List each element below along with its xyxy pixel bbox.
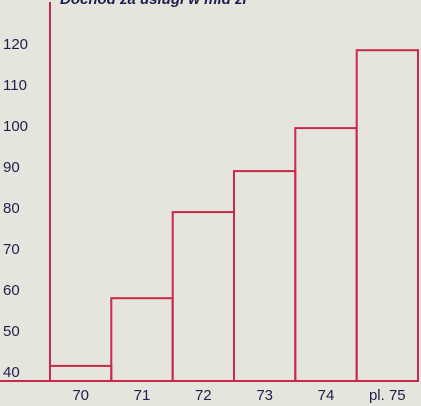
y-tick-label-110: 110 <box>3 77 27 94</box>
y-tick-label-80: 80 <box>3 200 20 217</box>
chart-title: Dochód za usługi w mld zł <box>60 0 248 8</box>
bar-73 <box>233 170 297 382</box>
x-tick-label-70: 70 <box>72 387 89 404</box>
y-tick-label-90: 90 <box>3 159 20 176</box>
x-tick-label-73: 73 <box>256 387 273 404</box>
y-tick-label-120: 120 <box>3 36 28 53</box>
bar-74 <box>294 127 358 382</box>
x-tick-label-71: 71 <box>134 387 151 404</box>
y-tick-labels: 40 50 60 70 80 90 100 110 120 <box>3 36 28 381</box>
y-tick-label-50: 50 <box>3 323 20 340</box>
x-tick-label-pl-75: pl. 75 <box>369 387 406 404</box>
y-tick-label-40: 40 <box>3 364 20 381</box>
x-tick-label-72: 72 <box>195 387 212 404</box>
y-tick-label-60: 60 <box>3 282 20 299</box>
x-tick-label-74: 74 <box>318 387 335 404</box>
x-tick-labels: 70 71 72 73 74 pl. 75 <box>72 387 405 404</box>
y-tick-label-100: 100 <box>3 118 28 135</box>
bar-71 <box>110 297 174 383</box>
y-tick-label-70: 70 <box>3 241 20 258</box>
bar-72 <box>171 211 235 382</box>
bar-pl-75 <box>355 49 420 382</box>
bar-70 <box>49 364 113 382</box>
bars-group <box>49 49 420 383</box>
